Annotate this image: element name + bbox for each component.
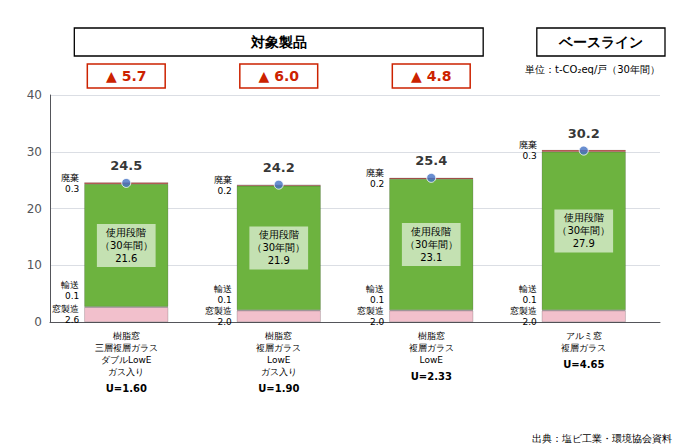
- svg-text:20: 20: [27, 202, 42, 216]
- svg-text:樹脂窓: 樹脂窓: [418, 331, 445, 341]
- svg-text:出典：塩ビ工業・環境協会資料: 出典：塩ビ工業・環境協会資料: [532, 433, 672, 444]
- svg-text:ダブルLowE: ダブルLowE: [101, 355, 152, 365]
- svg-text:使用段階: 使用段階: [564, 212, 604, 223]
- svg-text:（30年間）: （30年間）: [252, 242, 305, 253]
- svg-text:廃棄: 廃棄: [366, 168, 384, 178]
- svg-text:LowE: LowE: [420, 355, 444, 365]
- svg-text:2.0: 2.0: [217, 317, 232, 327]
- svg-text:複層ガラス: 複層ガラス: [561, 343, 606, 353]
- svg-text:U=1.90: U=1.90: [258, 383, 299, 394]
- svg-text:0.1: 0.1: [522, 295, 536, 305]
- svg-text:輸送: 輸送: [214, 284, 232, 294]
- svg-text:廃棄: 廃棄: [519, 140, 537, 150]
- svg-text:21.9: 21.9: [268, 255, 290, 266]
- svg-text:アルミ窓: アルミ窓: [566, 331, 602, 341]
- svg-text:樹脂窓: 樹脂窓: [265, 331, 292, 341]
- svg-text:ガス入り: ガス入り: [261, 367, 297, 377]
- svg-text:対象製品: 対象製品: [250, 34, 307, 50]
- svg-text:▲ 5.7: ▲ 5.7: [106, 68, 146, 84]
- svg-text:30: 30: [27, 145, 42, 159]
- svg-text:輸送: 輸送: [519, 284, 537, 294]
- svg-text:25.4: 25.4: [415, 153, 447, 168]
- svg-text:2.0: 2.0: [370, 317, 385, 327]
- svg-text:0.2: 0.2: [370, 179, 384, 189]
- svg-text:10: 10: [27, 258, 42, 272]
- svg-text:U=2.33: U=2.33: [411, 371, 452, 382]
- svg-text:ベースライン: ベースライン: [558, 34, 643, 50]
- svg-text:2.0: 2.0: [522, 317, 537, 327]
- svg-text:U=4.65: U=4.65: [563, 359, 604, 370]
- svg-text:単位：t-CO₂eq/戸（30年間）: 単位：t-CO₂eq/戸（30年間）: [525, 64, 660, 75]
- svg-text:0.1: 0.1: [217, 295, 231, 305]
- svg-text:21.6: 21.6: [115, 253, 137, 264]
- svg-text:（30年間）: （30年間）: [405, 239, 458, 250]
- svg-text:U=1.60: U=1.60: [106, 383, 147, 394]
- svg-text:▲ 6.0: ▲ 6.0: [259, 68, 300, 84]
- svg-text:窓製造: 窓製造: [52, 304, 79, 314]
- svg-text:窓製造: 窓製造: [357, 306, 384, 316]
- svg-text:使用段階: 使用段階: [259, 229, 299, 240]
- svg-text:ガス入り: ガス入り: [108, 367, 144, 377]
- svg-text:0.3: 0.3: [65, 184, 79, 194]
- svg-text:（30年間）: （30年間）: [100, 240, 153, 251]
- svg-text:0.3: 0.3: [522, 151, 536, 161]
- svg-text:0.1: 0.1: [65, 291, 79, 301]
- svg-text:複層ガラス: 複層ガラス: [256, 343, 301, 353]
- svg-text:使用段階: 使用段階: [106, 227, 146, 238]
- svg-text:廃棄: 廃棄: [61, 173, 79, 183]
- svg-text:三層複層ガラス: 三層複層ガラス: [95, 343, 158, 353]
- svg-text:40: 40: [27, 88, 42, 102]
- svg-text:窓製造: 窓製造: [205, 306, 232, 316]
- svg-text:（30年間）: （30年間）: [557, 225, 610, 236]
- svg-text:2.6: 2.6: [65, 315, 80, 325]
- svg-text:▲ 4.8: ▲ 4.8: [411, 68, 451, 84]
- svg-text:輸送: 輸送: [366, 284, 384, 294]
- svg-text:24.2: 24.2: [263, 160, 295, 175]
- svg-text:LowE: LowE: [267, 355, 291, 365]
- svg-text:24.5: 24.5: [110, 158, 142, 173]
- svg-text:27.9: 27.9: [573, 238, 595, 249]
- svg-text:0: 0: [34, 315, 42, 329]
- svg-text:複層ガラス: 複層ガラス: [409, 343, 454, 353]
- svg-text:廃棄: 廃棄: [214, 175, 232, 185]
- svg-text:使用段階: 使用段階: [411, 226, 451, 237]
- svg-text:0.2: 0.2: [217, 186, 231, 196]
- svg-text:0.1: 0.1: [370, 295, 384, 305]
- svg-text:23.1: 23.1: [420, 252, 442, 263]
- svg-text:窓製造: 窓製造: [510, 306, 537, 316]
- svg-text:30.2: 30.2: [568, 126, 600, 141]
- svg-text:輸送: 輸送: [61, 280, 79, 290]
- svg-text:樹脂窓: 樹脂窓: [113, 331, 140, 341]
